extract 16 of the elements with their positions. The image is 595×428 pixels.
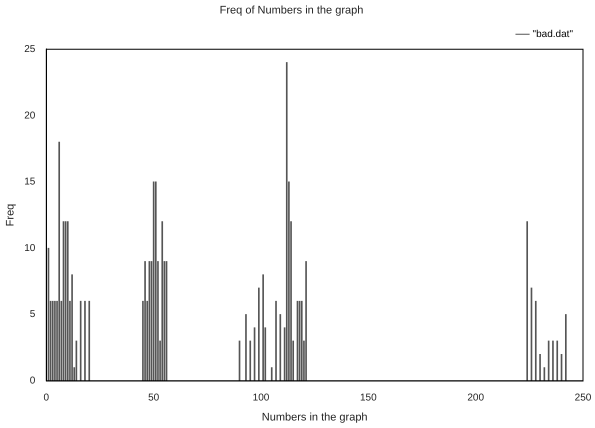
x-tick-label: 50 — [148, 392, 160, 404]
chart-title: Freq of Numbers in the graph — [220, 4, 364, 17]
x-tick-label: 200 — [467, 392, 484, 404]
y-tick-label: 0 — [30, 376, 36, 387]
legend-label: "bad.dat" — [532, 28, 574, 40]
x-tick-label: 100 — [252, 392, 270, 404]
y-tick-label: 20 — [24, 110, 36, 122]
x-tick-label: 150 — [360, 392, 378, 404]
x-tick-label: 0 — [44, 392, 50, 404]
y-tick-label: 10 — [24, 242, 36, 254]
y-axis-title: Freq — [4, 204, 17, 226]
x-axis-title: Numbers in the graph — [262, 411, 368, 424]
y-tick-label: 5 — [30, 309, 36, 320]
y-tick-label: 15 — [24, 176, 36, 188]
x-tick-label: 250 — [574, 392, 592, 404]
y-tick-label: 25 — [24, 44, 36, 55]
